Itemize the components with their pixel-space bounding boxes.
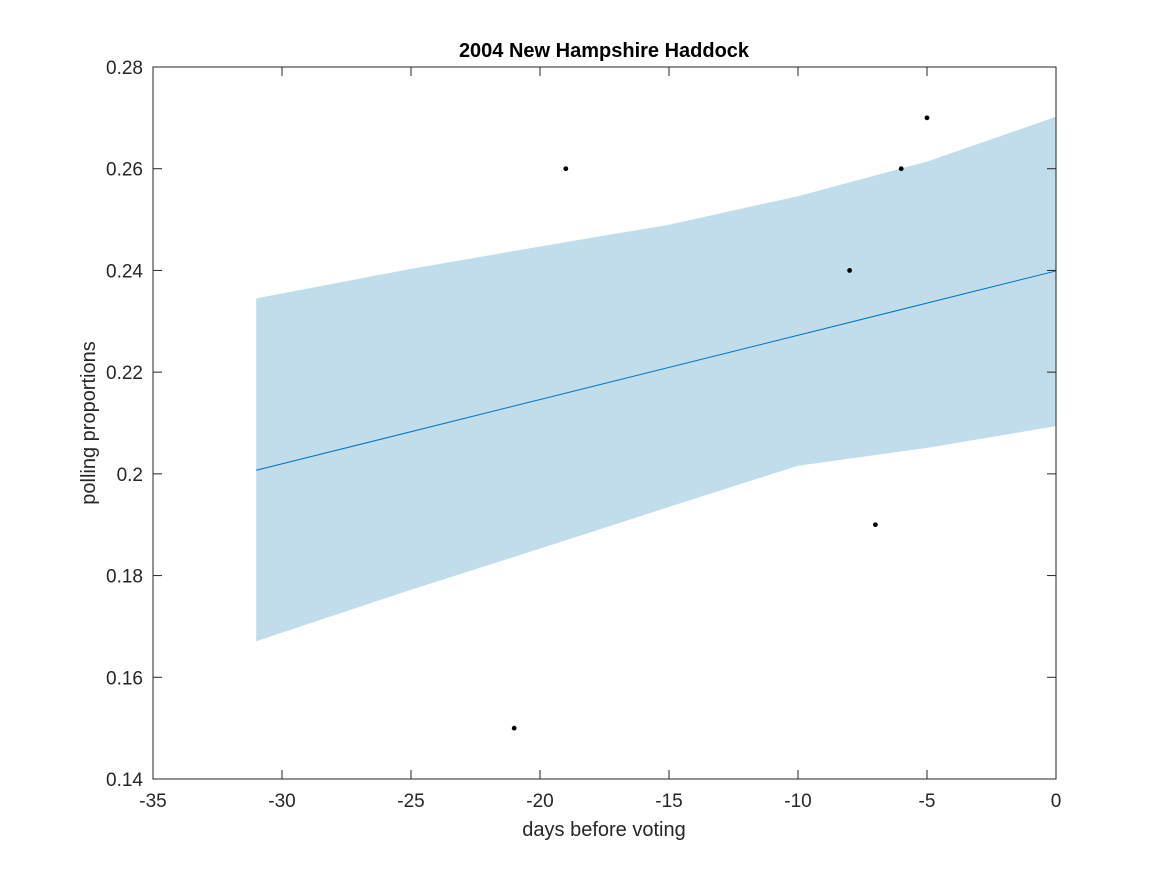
fit-line: [256, 270, 1057, 471]
y-tick-label: 0.26: [106, 160, 143, 181]
y-tick-label: 0.16: [106, 668, 143, 689]
y-tick-label: 0.14: [106, 770, 143, 791]
y-tick-label: 0.2: [117, 465, 143, 486]
data-point-2: [563, 166, 569, 172]
data-point-6: [924, 115, 930, 121]
x-tick-label: -20: [526, 791, 553, 812]
data-point-3: [847, 268, 852, 273]
data-points-layer: [511, 115, 930, 731]
data-point-5: [898, 166, 904, 172]
x-tick-label: 0: [1051, 791, 1062, 812]
data-point-1: [511, 725, 517, 731]
y-axis-label: polling proportions: [78, 341, 100, 504]
x-tick-label: -10: [784, 791, 811, 812]
fit-line-layer: [256, 270, 1057, 471]
axes-box: [152, 66, 1057, 780]
chart-title: 2004 New Hampshire Haddock: [459, 40, 750, 62]
y-tick-label: 0.24: [106, 261, 143, 282]
x-tick-label: -35: [139, 791, 166, 812]
x-tick-label: -5: [919, 791, 936, 812]
x-tick-label: -15: [655, 791, 682, 812]
x-tick-label: -25: [397, 791, 424, 812]
data-point-4: [873, 522, 878, 528]
y-tick-label: 0.18: [106, 567, 143, 588]
y-tick-label: 0.28: [106, 58, 143, 79]
confidence-band-layer: [256, 116, 1056, 642]
axes-layer: -35 -30 -25 -20 -15 -10 -5 0 0.14 0.16 0.18 0.2 0.22…: [106, 58, 1061, 812]
confidence-band: [256, 116, 1056, 642]
x-axis-label: days before voting: [522, 819, 685, 841]
x-tick-label: -30: [268, 791, 295, 812]
y-tick-label: 0.22: [106, 363, 143, 384]
